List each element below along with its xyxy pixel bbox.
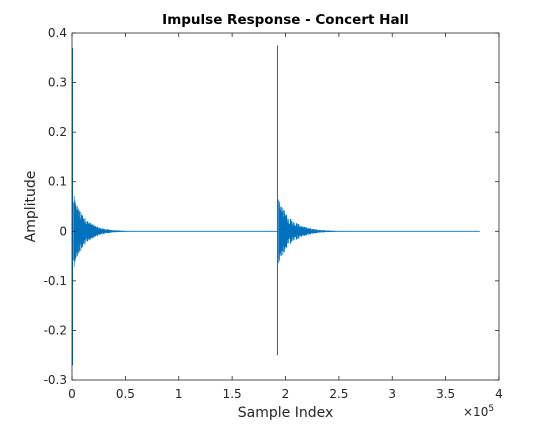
x-tick-label: 2.5 — [329, 387, 348, 401]
y-tick-label: 0 — [59, 224, 67, 238]
y-tick-label: -0.1 — [44, 274, 67, 288]
x-tick-label: 0 — [68, 387, 76, 401]
x-tick-label: 0.5 — [116, 387, 135, 401]
x-tick-label: 3 — [388, 387, 396, 401]
chart-title: Impulse Response - Concert Hall — [162, 12, 409, 28]
x-axis-multiplier: ×105 — [463, 404, 494, 419]
x-axis-label: Sample Index — [238, 405, 333, 421]
x-tick-label: 3.5 — [436, 387, 455, 401]
y-tick-label: 0.3 — [48, 76, 67, 90]
x-tick-label: 4 — [495, 387, 503, 401]
y-tick-label: 0.2 — [48, 125, 67, 139]
y-tick-label: -0.3 — [44, 373, 67, 387]
reverb-tail — [73, 196, 138, 267]
y-tick-label: -0.2 — [44, 323, 67, 337]
x-tick-label: 1 — [175, 387, 183, 401]
x-axis-multiplier-exponent: 5 — [488, 404, 494, 414]
y-tick-label: 0.4 — [48, 26, 67, 40]
x-tick-label: 1.5 — [223, 387, 242, 401]
y-axis-label: Amplitude — [23, 171, 39, 243]
axes-box — [71, 32, 500, 381]
y-tick-label: 0.1 — [48, 175, 67, 189]
reverb-tail — [278, 199, 354, 264]
x-tick-label: 2 — [282, 387, 290, 401]
